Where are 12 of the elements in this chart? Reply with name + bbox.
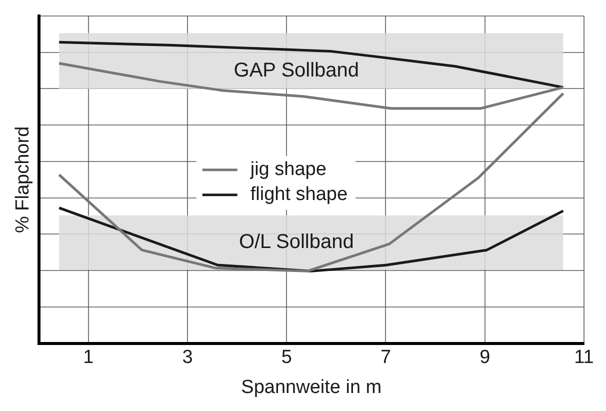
x-tick-label: 3 [182,347,193,368]
x-tick-label: 1 [83,347,94,368]
legend-label: jig shape [249,159,326,180]
band-label: GAP Sollband [234,60,360,82]
y-axis-title: % Flapchord [12,126,34,234]
band-label: O/L Sollband [238,231,354,254]
legend-label: flight shape [250,184,348,206]
x-tick-label: 7 [380,347,392,368]
x-tick-label: 11 [574,347,594,368]
x-tick-label: 5 [281,347,292,368]
x-axis-title: Spannweite in m [241,376,382,398]
x-tick-label: 9 [480,347,490,368]
